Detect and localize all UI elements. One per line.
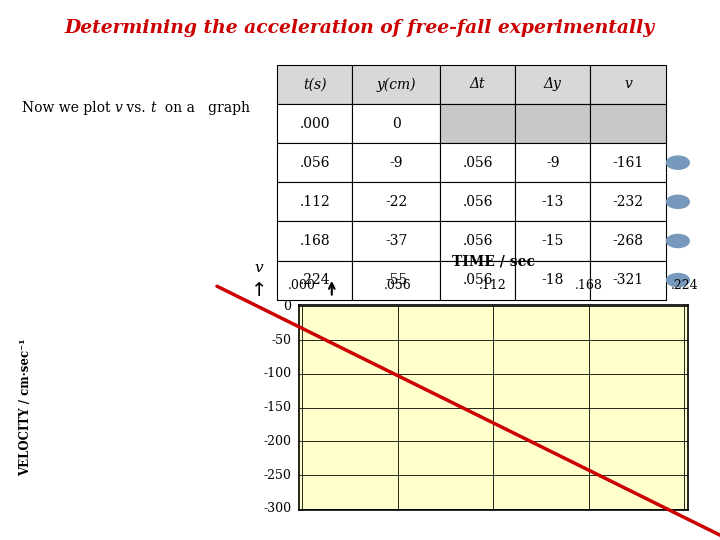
Bar	[440, 104, 516, 143]
Bar	[590, 183, 666, 221]
Text: .112: .112	[480, 279, 507, 292]
Text: 0: 0	[392, 117, 400, 131]
Text: -9: -9	[546, 156, 559, 170]
Text: -321: -321	[613, 273, 644, 287]
Text: 0: 0	[284, 300, 292, 313]
Bar	[440, 221, 516, 260]
Text: .224: .224	[670, 279, 698, 292]
Text: v: v	[114, 101, 122, 115]
Text: -55: -55	[385, 273, 408, 287]
Text: -22: -22	[385, 195, 408, 209]
Text: Determining the acceleration of free-fall experimentally: Determining the acceleration of free-fal…	[65, 19, 655, 37]
Bar	[516, 143, 590, 183]
Bar	[516, 221, 590, 260]
Text: -300: -300	[264, 502, 292, 516]
Bar	[277, 261, 353, 300]
Text: -150: -150	[264, 401, 292, 414]
Bar	[277, 143, 353, 183]
Text: -268: -268	[613, 234, 644, 248]
Bar	[440, 65, 516, 104]
Text: -13: -13	[541, 195, 564, 209]
Bar	[353, 183, 440, 221]
Text: .056: .056	[462, 156, 492, 170]
Text: -161: -161	[613, 156, 644, 170]
Bar	[353, 65, 440, 104]
Text: -50: -50	[271, 334, 292, 347]
Text: t(s): t(s)	[303, 77, 327, 91]
Text: .000: .000	[288, 279, 316, 292]
Text: -200: -200	[264, 435, 292, 448]
Text: t: t	[150, 101, 156, 115]
Circle shape	[667, 274, 689, 287]
Text: .056: .056	[462, 234, 492, 248]
Bar	[590, 104, 666, 143]
Circle shape	[667, 156, 689, 169]
Text: .000: .000	[300, 117, 330, 131]
Bar	[277, 221, 353, 260]
Bar	[590, 261, 666, 300]
Bar	[277, 104, 353, 143]
Text: .168: .168	[575, 279, 603, 292]
Text: -100: -100	[264, 367, 292, 381]
Text: TIME / sec: TIME / sec	[451, 254, 535, 268]
Bar	[516, 183, 590, 221]
Circle shape	[667, 195, 689, 208]
Text: -250: -250	[264, 469, 292, 482]
Text: -232: -232	[613, 195, 644, 209]
Circle shape	[667, 234, 689, 247]
Bar	[353, 261, 440, 300]
Text: -37: -37	[385, 234, 408, 248]
Bar	[353, 221, 440, 260]
Text: -15: -15	[541, 234, 564, 248]
Text: Now we plot: Now we plot	[22, 101, 114, 115]
Text: -9: -9	[390, 156, 403, 170]
Text: .112: .112	[300, 195, 330, 209]
Text: y(cm): y(cm)	[377, 77, 416, 92]
Text: vs.: vs.	[122, 101, 150, 115]
Bar	[440, 261, 516, 300]
Bar	[440, 143, 516, 183]
Bar	[516, 65, 590, 104]
Bar	[590, 143, 666, 183]
Bar	[353, 143, 440, 183]
Text: -18: -18	[541, 273, 564, 287]
Text: v: v	[255, 261, 264, 275]
Bar	[277, 183, 353, 221]
Bar	[277, 65, 353, 104]
Text: .056: .056	[384, 279, 412, 292]
Text: ↑: ↑	[251, 281, 267, 300]
Text: VELOCITY / cm·sec⁻¹: VELOCITY / cm·sec⁻¹	[19, 339, 32, 476]
Bar	[516, 104, 590, 143]
Text: .056: .056	[462, 273, 492, 287]
Text: .224: .224	[300, 273, 330, 287]
Bar	[440, 183, 516, 221]
Bar	[590, 221, 666, 260]
Text: on a   graph: on a graph	[156, 101, 250, 115]
Text: .168: .168	[300, 234, 330, 248]
Bar	[353, 104, 440, 143]
Text: Δt: Δt	[469, 77, 485, 91]
Text: .056: .056	[300, 156, 330, 170]
Text: Δy: Δy	[544, 77, 562, 91]
Text: v: v	[624, 77, 632, 91]
Text: .056: .056	[462, 195, 492, 209]
Bar	[516, 261, 590, 300]
Bar	[590, 65, 666, 104]
